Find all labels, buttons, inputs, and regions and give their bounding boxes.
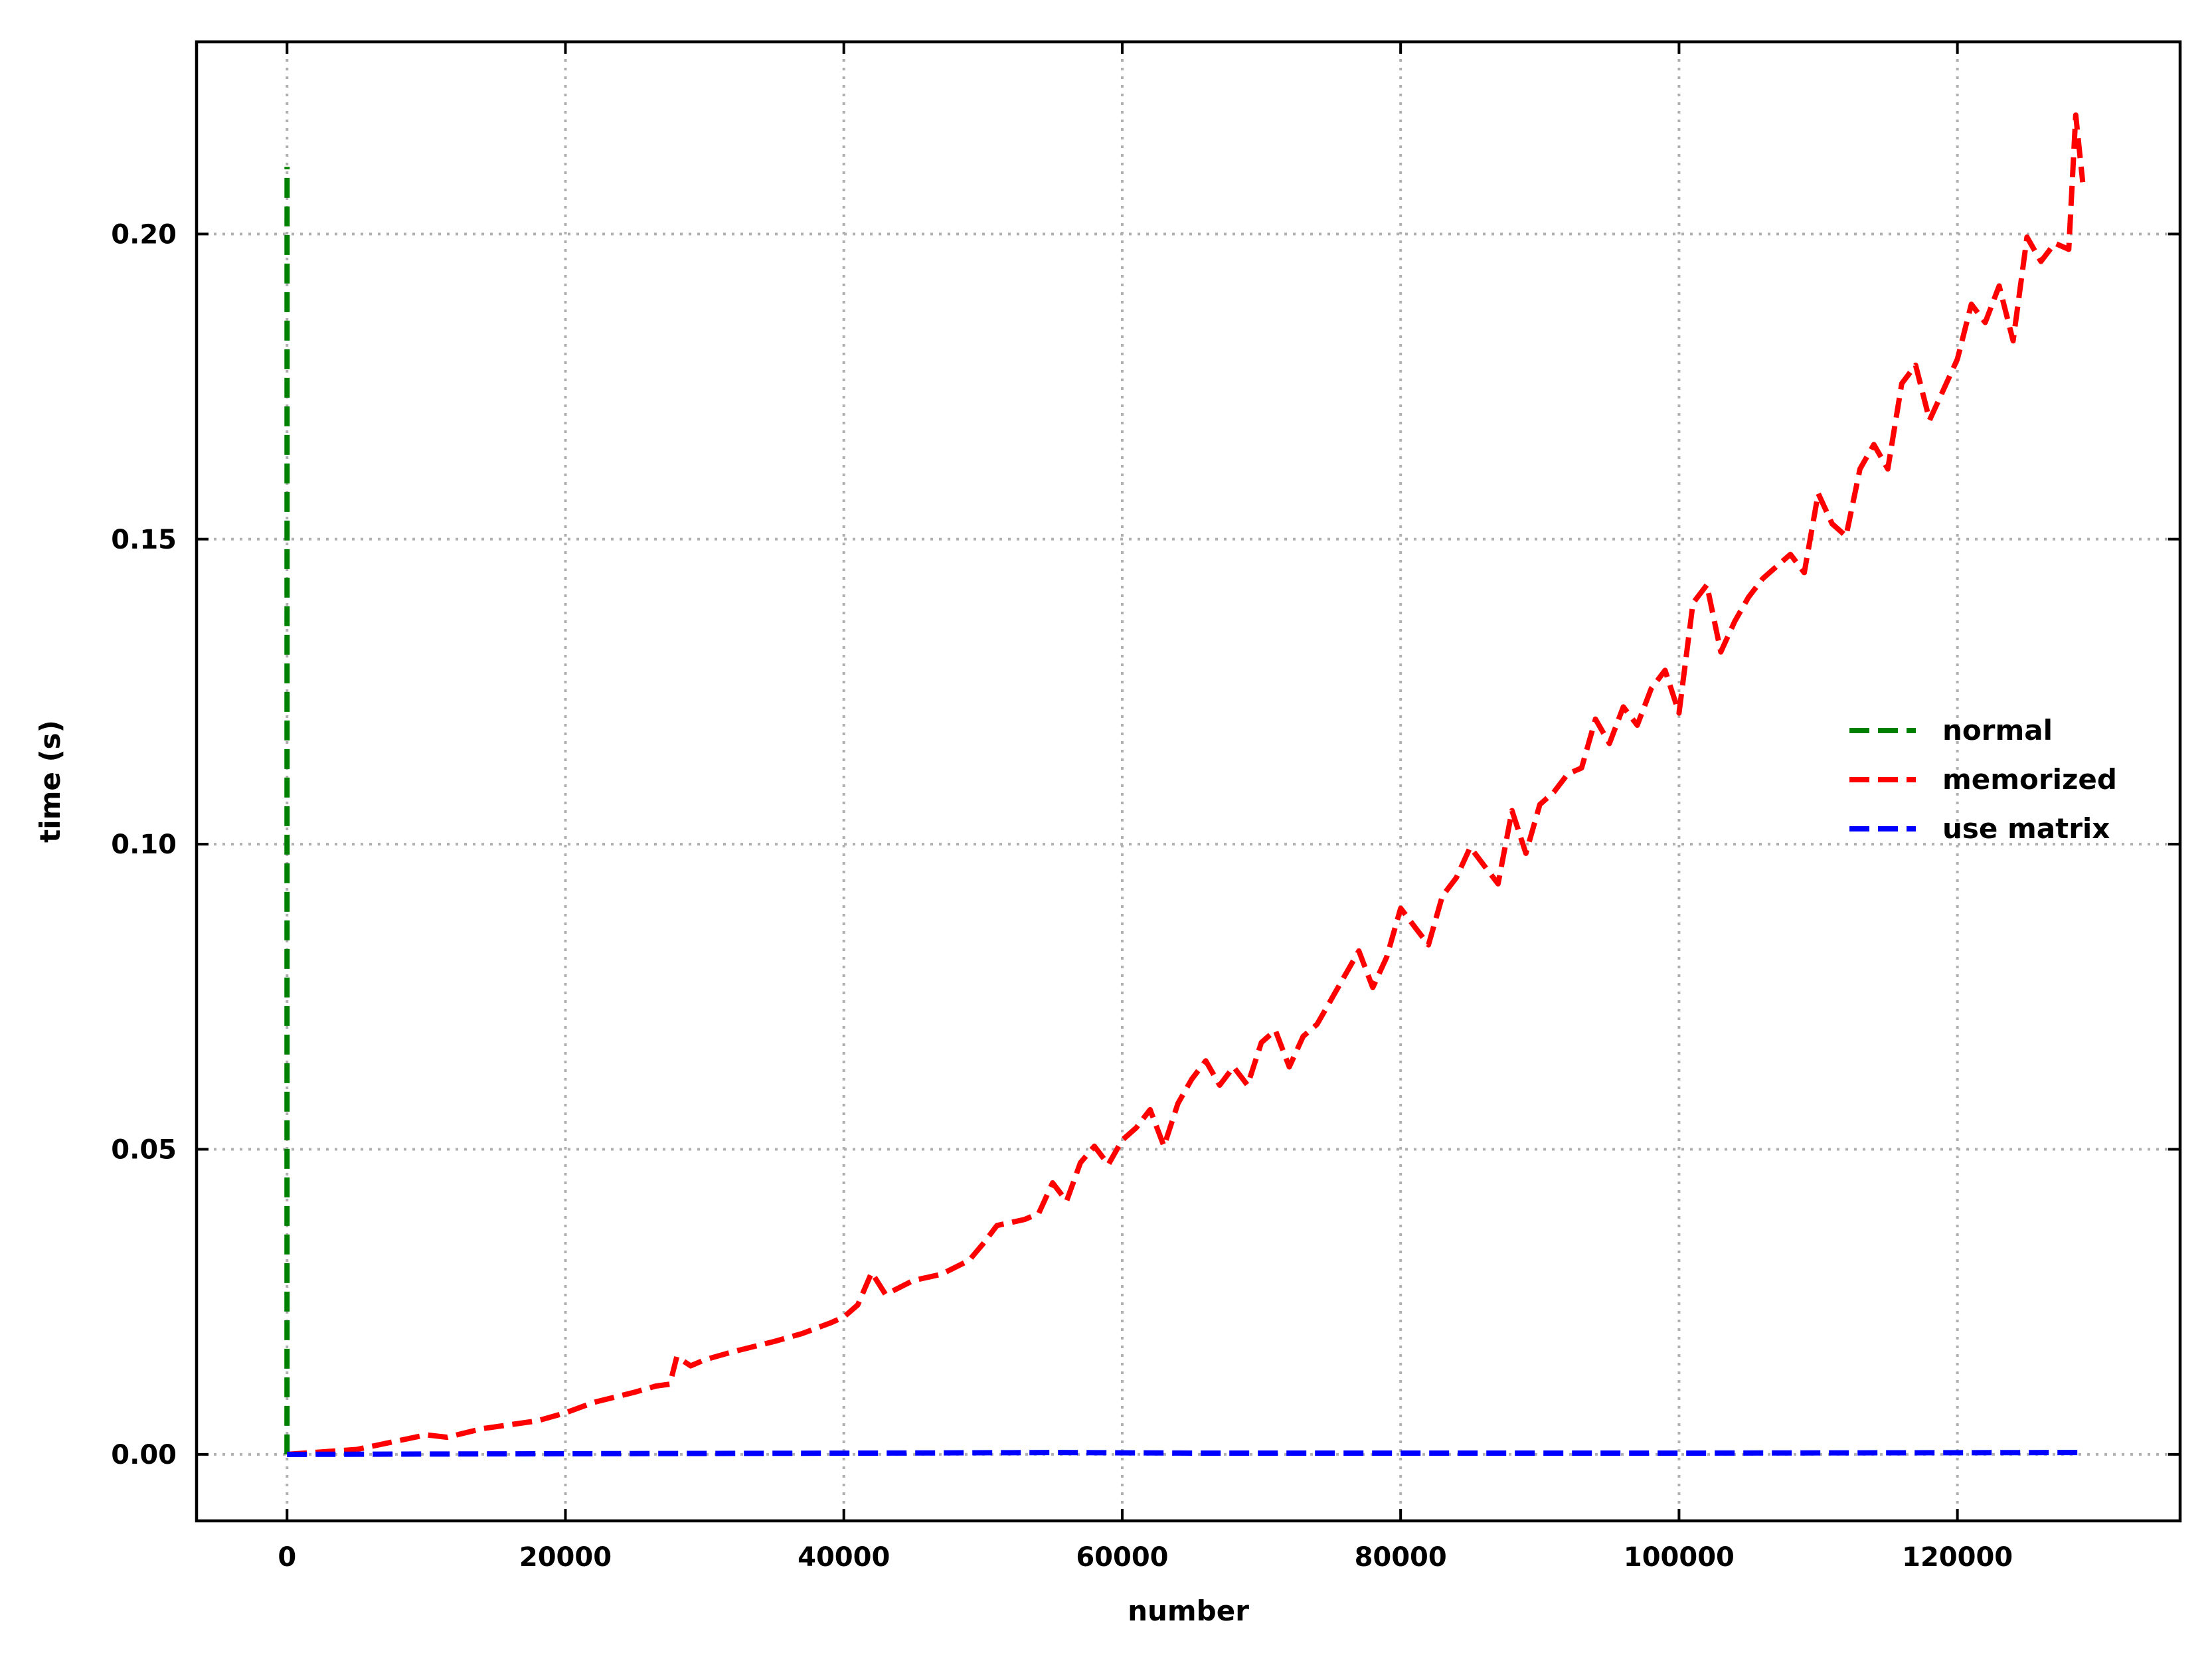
legend: normal memorized use matrix: [1849, 714, 2117, 845]
axis-ticks: 0 20000 40000 60000 80000 100000 120000 0.00 0.0…: [111, 42, 2180, 1573]
axis-labels: number time (s): [34, 720, 1249, 1627]
x-axis-title: number: [1128, 1595, 1249, 1627]
y-tick-label: 0.15: [111, 525, 177, 555]
legend-label: normal: [1942, 714, 2053, 746]
y-tick-label: 0.00: [111, 1440, 177, 1470]
plot-frame: [195, 40, 2182, 1523]
y-tick-label: 0.10: [111, 830, 177, 860]
y-tick-label: 0.05: [111, 1134, 177, 1165]
x-tick-label: 60000: [1076, 1542, 1168, 1573]
legend-label: use matrix: [1942, 812, 2110, 845]
x-tick-label: 40000: [798, 1542, 890, 1573]
series-line-use-matrix: [287, 1450, 2083, 1457]
y-axis-title: time (s): [34, 720, 66, 843]
data-series: [284, 112, 2086, 1457]
x-tick-label: 100000: [1624, 1542, 1735, 1573]
legend-label: memorized: [1942, 763, 2117, 796]
x-tick-label: 20000: [519, 1542, 612, 1573]
x-tick-label: 80000: [1355, 1542, 1447, 1573]
y-tick-label: 0.20: [111, 219, 177, 250]
series-line-memorized: [286, 112, 2086, 1457]
x-tick-label: 0: [278, 1542, 296, 1573]
x-tick-label: 120000: [1902, 1542, 2013, 1573]
